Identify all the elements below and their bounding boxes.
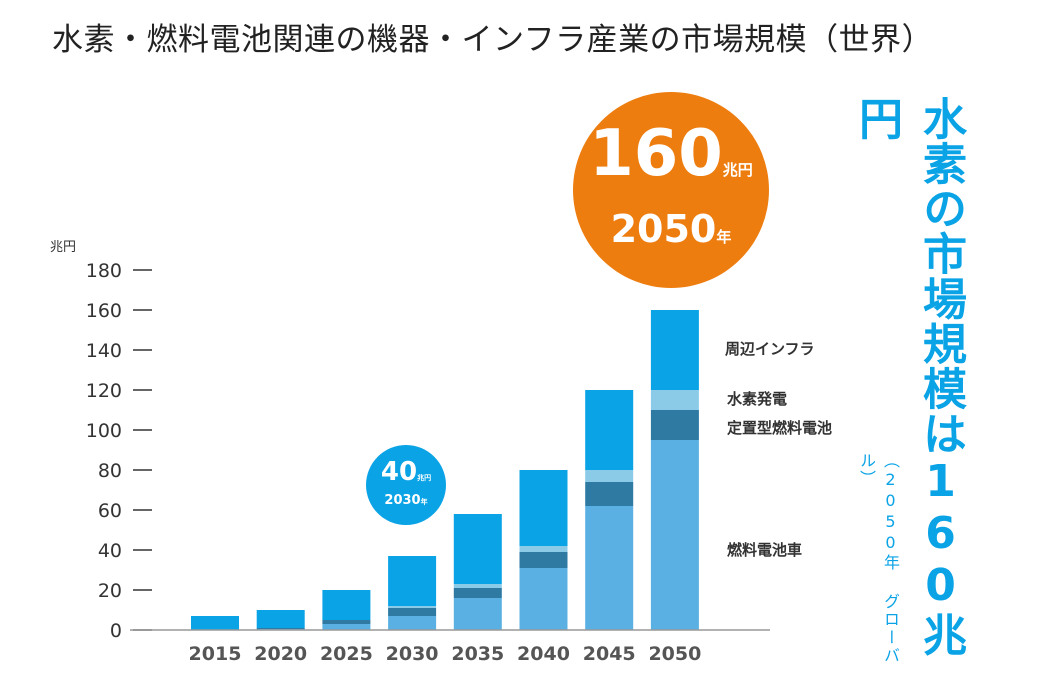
bar-2020-stationary-fc-segment [256, 628, 305, 629]
bar-2030-stationary-fc-segment [388, 608, 437, 616]
x-tick-label: 2050 [648, 643, 701, 665]
callout-2030-bubble: 40兆円 2030年 [366, 445, 446, 525]
x-tick-label: 2025 [320, 643, 373, 665]
x-tick-label: 2020 [254, 643, 307, 665]
x-tick-label: 2015 [189, 643, 242, 665]
x-tick-label: 2035 [451, 643, 504, 665]
bar-2030-fcv-segment [388, 616, 437, 630]
bar-2035-stationary-fc-segment [453, 588, 502, 598]
y-axis-unit: 兆円 [50, 240, 77, 255]
bar-2025-fcv-segment [322, 624, 371, 630]
bar-2050-hydrogen-power-segment [650, 390, 699, 410]
bar-2015-infra-segment [191, 616, 239, 630]
page-title: 水素・燃料電池関連の機器・インフラ産業の市場規模（世界） [52, 22, 934, 58]
side-headline: 水素の市場規模は160兆円 [851, 96, 966, 657]
bars [191, 310, 699, 630]
callout-2050-bubble: 160兆円 2050年 [573, 92, 769, 288]
legend-stationary-fc: 定置型燃料電池 [727, 419, 833, 437]
callout-2030-year: 2030 [384, 493, 421, 508]
bar-2040-hydrogen-power-segment [519, 546, 568, 552]
y-tick-label: 20 [98, 580, 122, 602]
callout-2030-value: 40 [380, 457, 418, 487]
bar-2050-fcv-segment [650, 440, 699, 630]
y-tick-label: 120 [86, 380, 122, 402]
bar-2030-hydrogen-power-segment [388, 606, 437, 608]
x-tick-label: 2040 [517, 643, 570, 665]
y-tick-label: 100 [86, 420, 122, 442]
callout-2050-year-suffix: 年 [716, 228, 732, 246]
bar-2040-stationary-fc-segment [519, 552, 568, 568]
y-tick-label: 80 [98, 460, 122, 482]
y-tick-label: 160 [86, 300, 122, 322]
bar-2045-hydrogen-power-segment [585, 470, 634, 482]
callout-2030-unit: 兆円 [417, 474, 432, 482]
y-axis: 0 20 40 60 80 100 120 140 160 180 [86, 260, 152, 642]
bar-2035-fcv-segment [453, 598, 502, 630]
bar-2040-fcv-segment [519, 568, 568, 630]
legend-hydrogen-power: 水素発電 [727, 390, 788, 408]
side-note: （2050年 グローバル） [857, 452, 900, 665]
y-tick-label: 60 [98, 500, 122, 522]
bar-2045-stationary-fc-segment [585, 482, 634, 506]
bar-2045-fcv-segment [585, 506, 634, 630]
x-tick-label: 2030 [386, 643, 439, 665]
y-tick-label: 180 [86, 260, 122, 282]
bar-2035-hydrogen-power-segment [453, 584, 502, 588]
bar-2025-stationary-fc-segment [322, 620, 371, 624]
bar-2040-infra-segment [519, 470, 568, 546]
y-tick-label: 140 [86, 340, 122, 362]
y-tick-label: 40 [98, 540, 122, 562]
bar-2050-stationary-fc-segment [650, 410, 699, 440]
bar-2045-infra-segment [585, 390, 634, 470]
bar-2030-infra-segment [388, 556, 437, 606]
bar-2020-infra-segment [256, 610, 305, 628]
bar-2050-infra-segment [650, 310, 699, 390]
callout-2050-year: 2050 [610, 207, 717, 251]
callout-2050-unit: 兆円 [722, 161, 753, 179]
legend-infra: 周辺インフラ [725, 340, 815, 358]
x-tick-label: 2045 [583, 643, 636, 665]
callout-2030-year-suffix: 年 [420, 498, 428, 506]
y-tick-label: 0 [110, 620, 122, 642]
legend-fcv: 燃料電池車 [727, 541, 803, 559]
callout-2050-value: 160 [589, 117, 723, 191]
bar-2035-infra-segment [453, 514, 502, 584]
x-axis: 2015 2020 2025 2030 2035 2040 2045 2050 [130, 629, 770, 665]
bar-2025-infra-segment [322, 590, 371, 620]
